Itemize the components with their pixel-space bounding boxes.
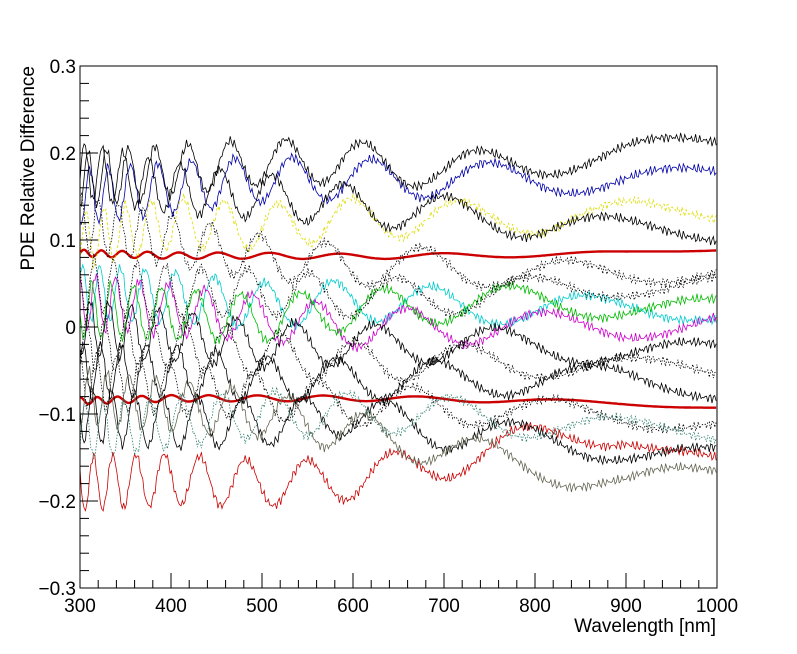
tick-labels-layer: 300 400 500 600 700 800 900 1000 −0.3 −0.2 −0.1 0 0.… — [38, 57, 738, 617]
ticks-layer — [79, 65, 718, 589]
series-line — [80, 386, 717, 460]
x-axis-title: Wavelength [nm] — [574, 616, 716, 637]
x-tick-label: 800 — [519, 596, 551, 617]
series-line — [80, 385, 717, 466]
series-line — [80, 351, 717, 435]
x-tick-label: 1000 — [696, 596, 738, 617]
x-tick-label: 500 — [246, 596, 278, 617]
series-line — [80, 193, 717, 269]
series-line — [80, 273, 717, 353]
y-tick-label: 0 — [65, 318, 76, 339]
y-tick-label: 0.3 — [50, 57, 76, 78]
y-tick-label: −0.3 — [38, 579, 76, 600]
series-line — [80, 253, 717, 321]
series-line — [80, 422, 717, 512]
series-line — [80, 143, 717, 246]
series-line — [80, 393, 717, 409]
series-line — [80, 279, 717, 345]
y-tick-label: −0.2 — [38, 492, 76, 513]
series-line — [80, 300, 717, 372]
x-tick-label: 400 — [155, 596, 187, 617]
series-line — [80, 313, 717, 386]
x-tick-label: 900 — [610, 596, 642, 617]
series-line — [80, 192, 717, 291]
y-tick-label: 0.2 — [50, 144, 76, 165]
x-tick-label: 700 — [428, 596, 460, 617]
series-line — [80, 341, 717, 405]
series-line — [80, 263, 717, 331]
series-layer — [80, 132, 717, 512]
x-tick-label: 300 — [64, 596, 96, 617]
series-line — [80, 365, 717, 493]
series-line — [80, 132, 717, 208]
y-axis-title: PDE Relative Difference — [18, 66, 39, 271]
y-tick-label: 0.1 — [50, 231, 76, 252]
series-line — [80, 248, 717, 261]
x-tick-label: 600 — [337, 596, 369, 617]
y-tick-label: −0.1 — [38, 405, 76, 426]
